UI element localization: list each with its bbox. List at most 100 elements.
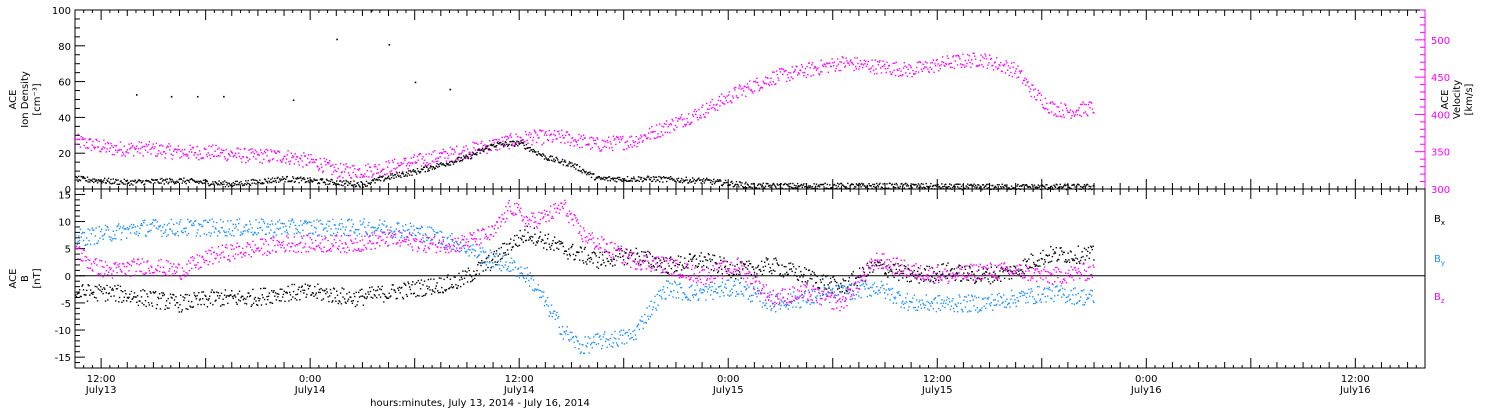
velocity-series-point: [106, 148, 108, 150]
series-bx-point: [401, 296, 404, 299]
velocity-series-point: [521, 139, 524, 141]
density-series-point: [326, 179, 328, 181]
series-bx-point: [130, 290, 133, 293]
series-bx-point: [384, 295, 386, 298]
series-bx-point: [746, 260, 748, 263]
series-bx-point: [451, 283, 453, 286]
density-series-point: [382, 175, 384, 177]
density-series-point: [341, 181, 343, 183]
density-series-point: [728, 184, 731, 186]
series-bx-point: [132, 297, 134, 300]
velocity-series-point: [130, 142, 133, 145]
density-series-point: [115, 178, 117, 181]
series-bx-point: [888, 266, 891, 269]
density-series-point: [116, 183, 118, 185]
density-series-point: [134, 179, 136, 181]
series-bx-point: [815, 282, 817, 284]
series-bx-point: [668, 265, 670, 267]
series-bx-point: [164, 308, 166, 310]
velocity-series-point: [156, 155, 158, 157]
density-series-point: [591, 173, 593, 175]
velocity-series-point: [380, 170, 383, 172]
velocity-series-point: [687, 121, 689, 123]
series-bx-point: [1046, 254, 1048, 257]
velocity-series-point: [105, 151, 107, 153]
velocity-series-point: [756, 77, 758, 79]
top-right-axis-label-line: Velocity: [1452, 80, 1463, 119]
velocity-series-point: [784, 70, 786, 72]
x-tick-date-label: July13: [85, 385, 117, 396]
density-series-point: [644, 178, 646, 181]
density-series-point: [1001, 183, 1003, 185]
velocity-series-point: [879, 60, 881, 62]
velocity-series-point: [312, 158, 314, 161]
density-series-point: [694, 182, 696, 184]
velocity-series-point: [286, 154, 288, 156]
velocity-series-point: [792, 78, 794, 80]
series-bx-point: [810, 273, 812, 275]
series-bx-point: [296, 299, 298, 301]
series-bx-point: [260, 304, 263, 306]
velocity-series-point: [993, 62, 996, 64]
velocity-series-point: [456, 145, 458, 147]
series-bx-point: [1022, 259, 1025, 262]
density-series-point: [1079, 185, 1082, 188]
velocity-series-point: [533, 129, 535, 131]
density-series-point: [1062, 186, 1065, 188]
density-series-point: [96, 180, 98, 182]
series-bx-point: [216, 291, 218, 293]
density-series-point: [1043, 185, 1045, 187]
velocity-series-point: [597, 146, 600, 148]
density-series-point: [503, 145, 505, 147]
density-series-point: [697, 178, 699, 180]
velocity-series-point: [865, 60, 867, 62]
series-bx-point: [651, 266, 653, 268]
density-series-point: [929, 185, 931, 187]
velocity-series-point: [740, 88, 742, 90]
velocity-series-point: [870, 67, 872, 69]
velocity-series-point: [112, 146, 114, 148]
velocity-series-point: [880, 67, 882, 69]
velocity-series-point: [441, 152, 443, 155]
density-series-point: [130, 183, 133, 185]
series-bx-point: [898, 269, 901, 271]
density-series-point: [553, 161, 556, 163]
velocity-series-point: [944, 65, 946, 67]
velocity-series-point: [245, 162, 247, 164]
series-bx-point: [1069, 250, 1072, 252]
series-bx-point: [452, 287, 454, 289]
series-bx-point: [199, 298, 201, 300]
series-bx-point: [550, 244, 553, 247]
density-series-point: [460, 157, 463, 159]
series-bx-point: [971, 271, 974, 273]
series-bx-point: [615, 249, 618, 251]
density-series-point: [104, 177, 106, 179]
series-bx-point: [245, 303, 248, 305]
velocity-series-point: [1043, 107, 1045, 109]
series-by-point: [93, 243, 96, 245]
velocity-series-point: [244, 147, 246, 150]
velocity-series-point: [678, 118, 680, 120]
density-series-point: [855, 186, 857, 188]
velocity-series-point: [139, 152, 141, 154]
density-series-point: [365, 180, 368, 182]
series-bx-point: [277, 296, 279, 298]
density-series-point: [865, 186, 867, 189]
velocity-series-point: [426, 161, 428, 164]
velocity-series-point: [621, 137, 623, 140]
velocity-series-point: [793, 70, 796, 72]
density-series-point: [854, 185, 856, 188]
density-series-point: [540, 154, 542, 156]
velocity-series-point: [571, 137, 573, 139]
velocity-series-point: [640, 134, 642, 136]
velocity-series-point: [713, 104, 715, 106]
velocity-series-point: [579, 137, 582, 139]
series-bx-point: [709, 260, 712, 263]
series-bx-point: [341, 287, 343, 289]
density-series-point: [426, 166, 428, 168]
series-bx-point: [587, 254, 590, 256]
density-series-point: [171, 178, 173, 181]
density-series-point: [902, 184, 905, 186]
velocity-series-point: [325, 164, 327, 166]
series-bx-point: [418, 295, 420, 297]
